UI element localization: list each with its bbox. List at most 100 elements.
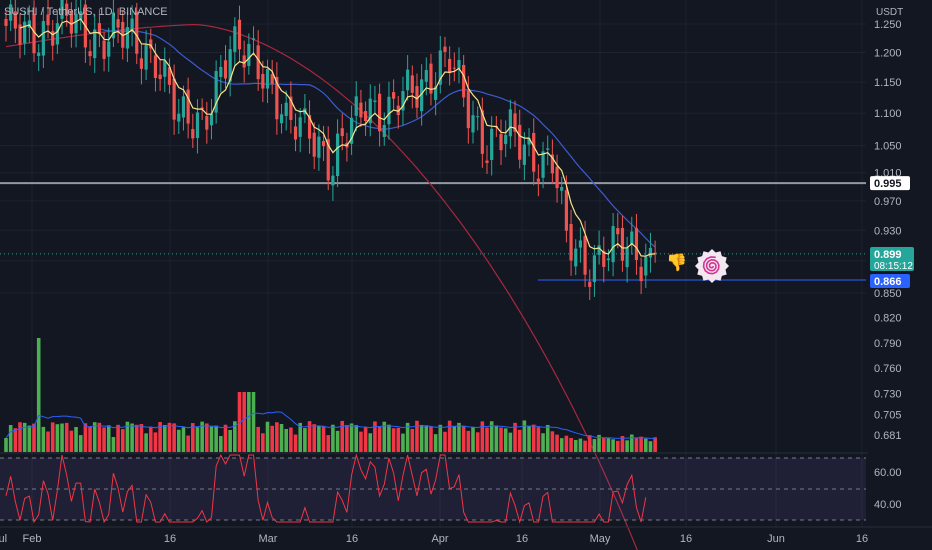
rsi-line [5,453,647,524]
price-tick-label: 0.730 [874,389,902,401]
candle-body [251,38,256,40]
volume-bar [265,421,270,452]
volume-bar [583,440,587,452]
time-tick-label: 16 [164,533,176,545]
volume-bar [629,434,634,452]
volume-bar [326,435,331,452]
volume-bar [592,439,597,452]
candle-body [513,113,517,132]
candle-body [279,114,284,124]
candle-body [536,178,540,182]
volume-bar [261,433,265,452]
candle-body [153,55,158,78]
volume-bar [606,438,611,452]
candle-body [284,102,288,116]
candle-body [634,228,639,260]
volume-bar [22,422,27,452]
candle-body [555,166,559,189]
candle-body [9,4,13,21]
volume-bar [13,428,18,452]
time-tick-label: 16 [346,533,358,545]
volume-ma-line [5,411,656,439]
volume-bar [363,427,368,452]
candle-body [480,110,484,154]
volume-bar [289,427,293,452]
volume-bar [499,427,503,452]
candle-body [354,96,358,116]
candle-body [363,111,368,122]
candle-body [130,18,134,32]
countdown-text: 08:15:12 [874,261,913,272]
candle-body [237,19,242,50]
candle-body [424,70,428,82]
volume-bar [597,434,601,452]
volume-bar [587,435,592,452]
candle-body [392,92,396,99]
volume-bar [111,437,116,452]
ma50-line [99,28,656,248]
price-tick-label: 0.850 [874,288,902,300]
volume-bar [307,421,312,452]
volume-bar [429,426,433,452]
volume-bar [555,434,559,452]
volume-bar [508,432,513,452]
candle-body [541,151,545,178]
volume-bar [443,431,447,452]
volume-bar [611,439,615,452]
volume-bar [74,427,78,452]
candle-body [401,91,405,111]
spiral-glyph [702,256,720,275]
volume-bar [64,422,69,452]
volume-bar [335,430,340,452]
support-price-badge [870,274,910,288]
volume-bar [233,421,237,452]
candle-body [429,63,433,94]
volume-bar [354,425,359,452]
candle-body [139,58,144,69]
volume-bar [186,435,190,452]
candle-body [177,113,181,122]
volume-bar [559,438,564,452]
volume-bar [181,427,186,452]
volume-bar [359,431,363,452]
volume-bar [471,427,475,452]
symbol-title[interactable]: SUSHI / TetherUS, 1D, BINANCE [4,6,168,18]
volume-bar [32,423,36,452]
volume-bar [517,429,522,452]
price-tick-label: 0.790 [874,338,902,350]
candle-body [167,67,172,85]
candle-body [564,190,568,231]
price-tick-label: 1.100 [874,108,902,120]
volume-bar [639,436,643,452]
time-tick-label: Jun [767,533,785,545]
candle-body [270,74,274,84]
candle-body [135,11,139,54]
volume-bar [569,437,573,452]
candle-body [420,79,424,112]
candle-body [625,247,629,268]
volume-bar [447,420,452,452]
volume-bar [205,423,209,452]
volume-bar [480,421,485,452]
volume-bar [419,424,424,452]
candle-body [378,93,382,132]
candle-body [359,102,363,118]
candle-body [289,96,293,120]
volume-bar [541,433,545,452]
volume-bar [601,437,606,452]
volume-bar [50,422,55,452]
last-price-badge [870,247,914,271]
volume-bar [209,426,214,452]
candle-body [532,132,536,172]
volume-bar [251,392,256,452]
time-tick-label: 16 [516,533,528,545]
volume-bar [522,420,527,452]
candle-body [653,252,657,254]
volume-bar [564,435,569,452]
candle-body [23,21,27,44]
volume-bar [494,425,499,452]
candle-body [219,66,223,77]
price-tick-label: 0.930 [874,225,902,237]
currency-label: USDT [876,7,903,18]
